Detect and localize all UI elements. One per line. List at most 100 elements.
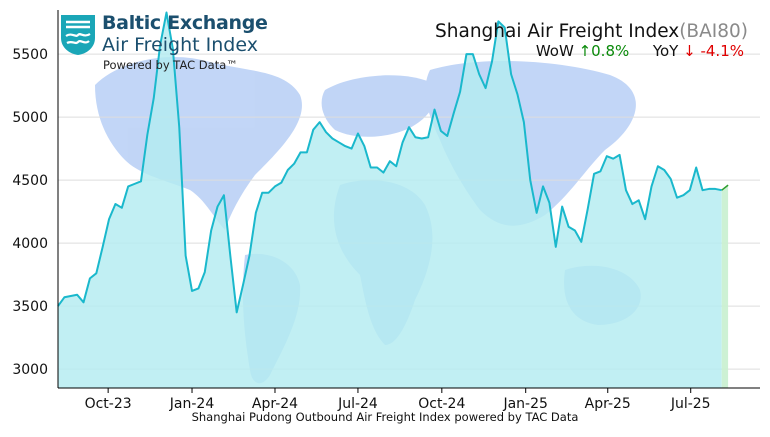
data-point <box>223 194 225 196</box>
y-tick-label: 3000 <box>12 362 48 378</box>
data-point <box>433 108 435 110</box>
data-point <box>178 126 180 128</box>
data-point <box>331 137 333 139</box>
x-tick-label: Jul-25 <box>670 396 711 412</box>
x-tick-label: Apr-24 <box>252 396 298 412</box>
data-point <box>491 60 493 62</box>
data-point <box>459 91 461 93</box>
data-point <box>523 121 525 123</box>
x-tick-label: Apr-25 <box>585 396 631 412</box>
data-point <box>70 295 72 297</box>
data-point <box>344 145 346 147</box>
y-tick-label: 5000 <box>12 110 48 126</box>
data-point <box>197 287 199 289</box>
latest-week-line <box>721 184 729 191</box>
data-point <box>210 229 212 231</box>
x-tick-label: Jul-24 <box>337 396 378 412</box>
data-point <box>63 296 65 298</box>
y-tick-label: 4500 <box>12 173 48 189</box>
data-point <box>376 166 378 168</box>
baltic-exchange-logo-icon <box>61 15 95 55</box>
data-point <box>516 93 518 95</box>
x-axis-caption: Shanghai Pudong Outbound Air Freight Ind… <box>191 410 579 424</box>
data-point <box>108 218 110 220</box>
axes: 3000 3500 4000 4500 5000 5500 Oct-23 Jan-24 Apr-… <box>12 10 760 412</box>
data-point <box>714 188 716 190</box>
data-point <box>101 246 103 248</box>
data-point <box>478 73 480 75</box>
data-point <box>280 181 282 183</box>
data-point <box>618 154 620 156</box>
plot-area <box>57 11 729 389</box>
data-point <box>248 255 250 257</box>
data-point <box>95 272 97 274</box>
data-point <box>235 311 237 313</box>
map-north-america <box>95 56 302 230</box>
data-point <box>599 170 601 172</box>
y-tick-label: 4000 <box>12 236 48 252</box>
data-point <box>242 283 244 285</box>
data-point <box>274 185 276 187</box>
data-point <box>146 134 148 136</box>
data-point <box>727 184 729 186</box>
data-point <box>370 166 372 168</box>
brand-name: Baltic Exchange <box>102 12 268 34</box>
data-point <box>133 183 135 185</box>
data-point <box>299 151 301 153</box>
data-point <box>612 157 614 159</box>
data-point <box>484 87 486 89</box>
data-point <box>548 202 550 204</box>
data-point <box>452 112 454 114</box>
data-point <box>153 97 155 99</box>
wow-value: 0.8% <box>591 42 630 60</box>
data-point <box>561 205 563 207</box>
data-point <box>127 185 129 187</box>
yoy-label: YoY <box>652 42 679 60</box>
data-point <box>76 294 78 296</box>
data-point <box>408 126 410 128</box>
data-point <box>606 155 608 157</box>
chart-title: Shanghai Air Freight Index(BAI80) <box>435 21 748 42</box>
data-point <box>421 137 423 139</box>
series-area-fill <box>58 12 722 389</box>
data-point <box>586 208 588 210</box>
data-point <box>701 189 703 191</box>
data-point <box>255 212 257 214</box>
data-point <box>669 178 671 180</box>
data-point <box>682 194 684 196</box>
data-point <box>293 163 295 165</box>
data-point <box>114 203 116 205</box>
data-point <box>695 166 697 168</box>
data-point <box>440 130 442 132</box>
x-tick-label: Oct-23 <box>85 396 132 412</box>
data-point <box>357 132 359 134</box>
data-point <box>657 165 659 167</box>
data-point <box>631 203 633 205</box>
data-point <box>121 207 123 209</box>
data-point <box>229 255 231 257</box>
data-point <box>140 180 142 182</box>
map-europe <box>321 75 436 137</box>
data-point <box>663 169 665 171</box>
data-point <box>350 147 352 149</box>
data-point <box>638 199 640 201</box>
data-point <box>401 141 403 143</box>
data-point <box>472 53 474 55</box>
data-point <box>708 188 710 190</box>
wow-arrow-up-icon: ↑ <box>578 42 592 60</box>
x-tick-label: Jan-24 <box>169 396 215 412</box>
yoy-arrow-down-icon: ↓ <box>683 42 696 60</box>
data-point <box>204 271 206 273</box>
data-point <box>191 290 193 292</box>
latest-week-area-fill <box>721 185 729 388</box>
data-point <box>414 136 416 138</box>
data-point <box>446 135 448 137</box>
data-point <box>216 205 218 207</box>
data-point <box>395 165 397 167</box>
brand-block: Baltic Exchange Air Freight Index Powere… <box>60 12 268 76</box>
brand-powered-by: Powered by TAC Data™ <box>103 58 238 72</box>
data-point <box>650 185 652 187</box>
data-point <box>338 141 340 143</box>
